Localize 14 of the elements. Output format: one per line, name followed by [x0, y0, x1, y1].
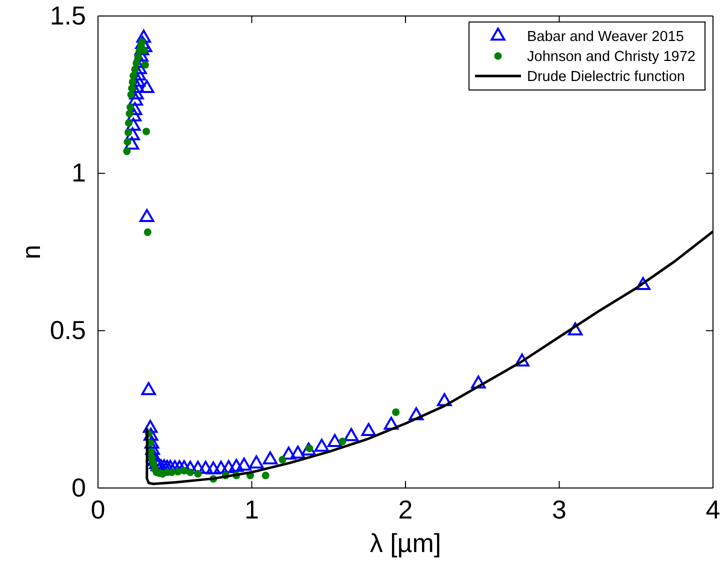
y-tick-label: 0 — [72, 472, 86, 502]
x-tick-label: 1 — [244, 494, 259, 524]
y-axis-title: n — [16, 244, 46, 260]
y-tick-label: 1.5 — [50, 0, 86, 30]
y-tick-label: 0.5 — [50, 314, 86, 345]
legend-label: Drude Dielectric function — [527, 69, 685, 85]
legend-label: Babar and Weaver 2015 — [527, 29, 684, 45]
legend-label: Johnson and Christy 1972 — [527, 49, 696, 65]
x-tick-label: 0 — [90, 494, 106, 524]
x-tick-label: 2 — [398, 494, 413, 524]
x-tick-label: 4 — [706, 494, 720, 524]
x-tick-label: 3 — [552, 494, 566, 524]
y-tick-label: 1 — [72, 158, 86, 188]
x-axis-title: λ [µm] — [370, 528, 442, 558]
